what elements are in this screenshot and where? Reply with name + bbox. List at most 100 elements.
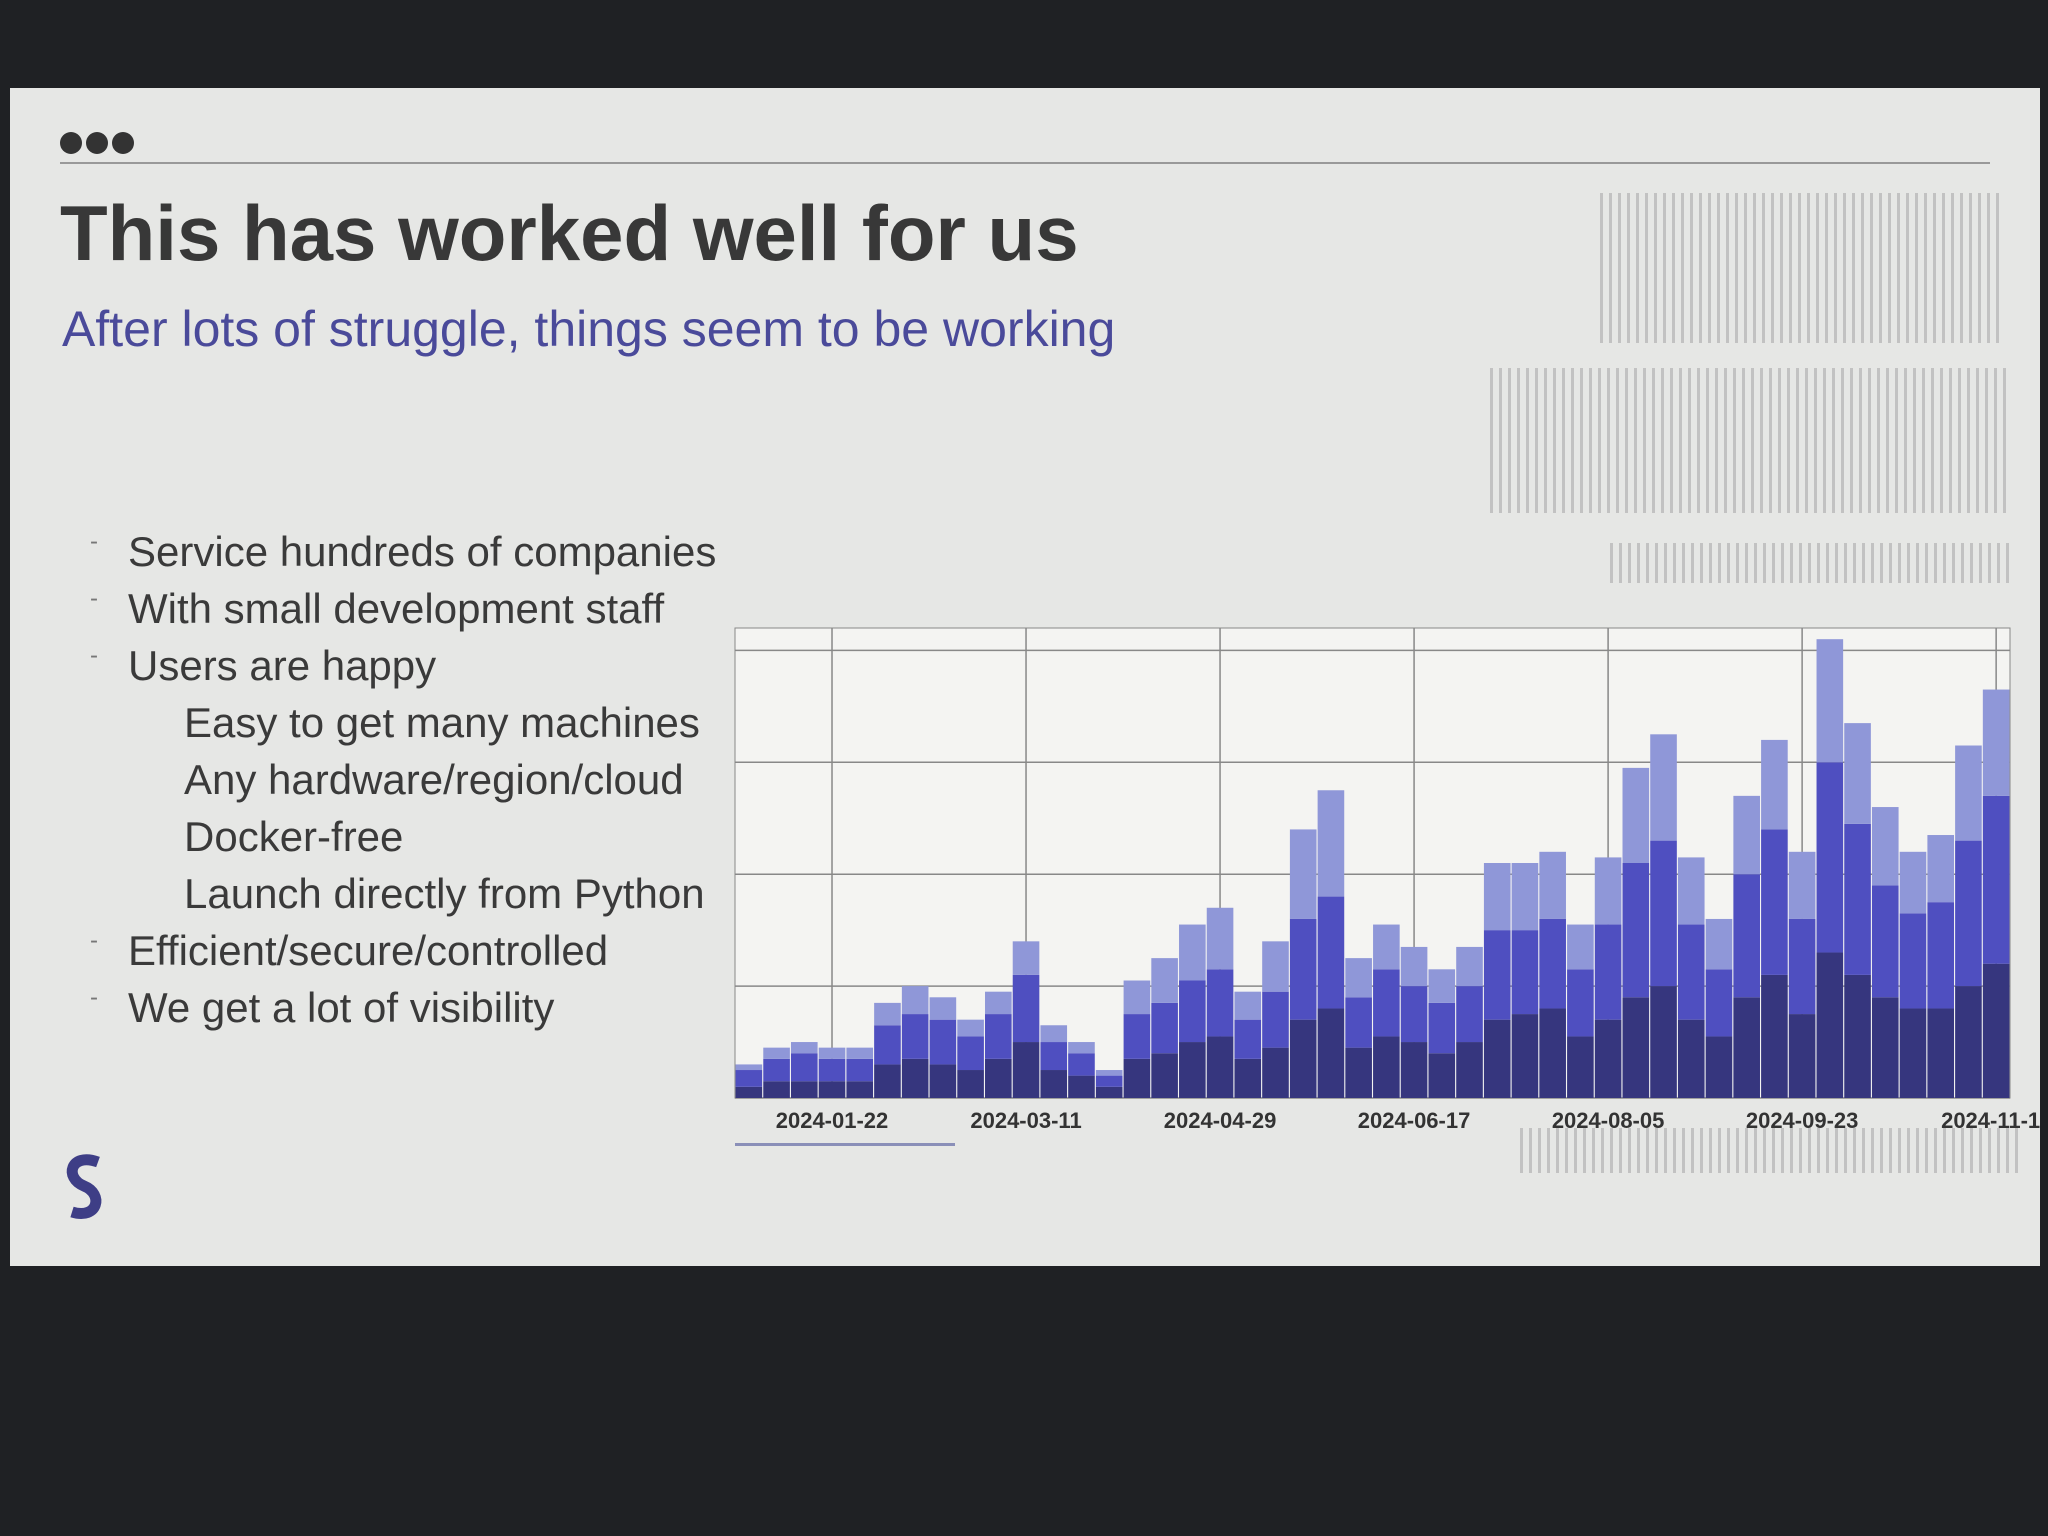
bar-segment xyxy=(1927,902,1955,1009)
bar-segment xyxy=(1955,986,1982,1098)
bar-segment xyxy=(1982,689,2010,796)
bar-segment xyxy=(901,1058,929,1098)
bar-segment xyxy=(1345,1047,1372,1098)
bar-segment xyxy=(1068,1053,1095,1076)
slide-title: This has worked well for us xyxy=(60,189,1079,277)
bar-segment xyxy=(1428,1053,1456,1098)
bar-segment xyxy=(1289,829,1317,919)
bar-segment xyxy=(1594,924,1622,1020)
bar-segment xyxy=(1982,963,2010,1098)
bar-segment xyxy=(1816,639,1844,763)
bar-segment xyxy=(1012,974,1040,1043)
bar-segment xyxy=(1844,823,1871,975)
bar-segment xyxy=(1151,1002,1178,1054)
bar-segment xyxy=(1899,1008,1927,1098)
bullet: Docker-free xyxy=(184,813,404,860)
bar-segment xyxy=(1622,767,1650,863)
bar-segment xyxy=(929,1019,957,1065)
bar-segment xyxy=(1594,857,1622,925)
bar-segment xyxy=(1539,918,1566,1009)
bar-segment xyxy=(1234,1058,1262,1098)
bar-segment xyxy=(1594,1019,1622,1098)
bar-segment xyxy=(818,1081,846,1098)
bar-segment xyxy=(1899,851,1927,914)
bar-segment xyxy=(1262,941,1289,992)
bar-segment xyxy=(1539,1008,1566,1098)
slide-subtitle: After lots of struggle, things seem to b… xyxy=(62,301,1116,357)
rule xyxy=(60,162,1990,164)
bar-segment xyxy=(1179,980,1206,1043)
bar-segment xyxy=(1816,952,1844,1098)
bar-segment xyxy=(1567,1036,1594,1098)
bar-segment xyxy=(1206,907,1234,970)
bar-segment xyxy=(1705,969,1733,1037)
bar-segment xyxy=(846,1047,874,1059)
bar-segment xyxy=(735,1070,763,1087)
bar-segment xyxy=(874,1025,901,1065)
bar-segment xyxy=(957,1070,984,1098)
bar-segment xyxy=(901,986,929,1015)
x-tick-label: 2024-09-23 xyxy=(1746,1108,1859,1133)
bar-segment xyxy=(1317,896,1345,1009)
x-tick-label: 2024-06-17 xyxy=(1358,1108,1471,1133)
bar-segment xyxy=(1095,1070,1123,1076)
bar-segment xyxy=(1123,1058,1151,1098)
bar-segment xyxy=(985,1014,1012,1059)
decoration xyxy=(1520,1128,2020,1173)
bar-segment xyxy=(1428,1002,1456,1054)
bar-segment xyxy=(957,1019,984,1037)
bar-segment xyxy=(1456,1042,1483,1098)
bar-segment xyxy=(1373,1036,1400,1098)
bar-segment xyxy=(1677,857,1705,925)
bar-segment xyxy=(1927,1008,1955,1098)
slide: This has worked well for us After lots o… xyxy=(10,88,2040,1266)
bar-segment xyxy=(929,1064,957,1098)
x-tick-label: 2024-04-29 xyxy=(1164,1108,1277,1133)
decoration xyxy=(1600,193,2000,343)
bullet: Easy to get many machines xyxy=(184,699,700,746)
bar-segment xyxy=(1289,918,1317,1020)
bar-segment xyxy=(1040,1042,1068,1071)
x-tick-label: 2024-01-22 xyxy=(776,1108,889,1133)
bullet: Service hundreds of companies xyxy=(90,528,716,585)
bar-segment xyxy=(1428,969,1456,1003)
x-tick-label: 2024-08-05 xyxy=(1552,1108,1665,1133)
bar-segment xyxy=(1622,863,1650,998)
bar-segment xyxy=(1040,1070,1068,1098)
bar-segment xyxy=(1955,745,1982,841)
bar-segment xyxy=(1456,986,1483,1043)
dot xyxy=(86,132,108,154)
bar-segment xyxy=(818,1058,846,1082)
bar-segment xyxy=(1899,913,1927,1009)
bar-segment xyxy=(790,1042,818,1054)
bar-segment xyxy=(763,1047,790,1059)
bar-segment xyxy=(1012,941,1040,975)
bar-segment xyxy=(929,997,957,1020)
bar-segment xyxy=(763,1081,790,1098)
bar-segment xyxy=(1871,807,1899,886)
bar-segment xyxy=(1567,924,1594,970)
bullet-list: Service hundreds of companiesWith small … xyxy=(90,528,716,1041)
bar-segment xyxy=(1234,1019,1262,1059)
bar-segment xyxy=(1317,1008,1345,1098)
bar-segment xyxy=(1012,1042,1040,1098)
bar-segment xyxy=(1345,997,1372,1048)
bar-segment xyxy=(1151,1053,1178,1098)
bar-segment xyxy=(1733,997,1760,1098)
bar-segment xyxy=(1650,840,1677,987)
bar-segment xyxy=(1123,1014,1151,1059)
bar-segment xyxy=(1871,997,1899,1098)
bar-segment xyxy=(874,1064,901,1098)
bar-segment xyxy=(1068,1075,1095,1098)
bar-segment xyxy=(1179,1042,1206,1098)
bar-segment xyxy=(1733,874,1760,998)
bar-segment xyxy=(1927,835,1955,903)
bar-segment xyxy=(763,1058,790,1082)
bar-segment xyxy=(1095,1086,1123,1098)
bar-segment xyxy=(1816,762,1844,953)
decoration xyxy=(1490,368,2010,513)
bar-segment xyxy=(1317,790,1345,897)
bar-segment xyxy=(1844,974,1871,1098)
bar-segment xyxy=(1733,795,1760,875)
